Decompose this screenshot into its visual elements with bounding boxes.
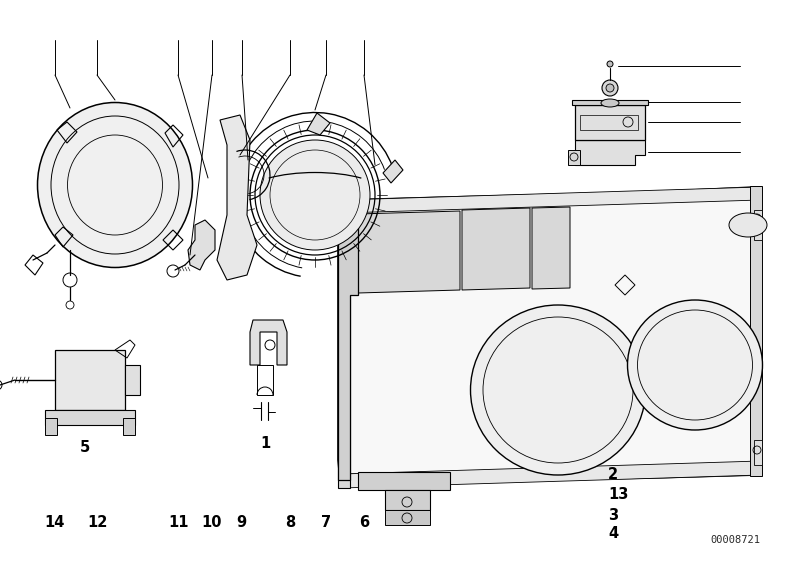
Text: 3: 3 [608, 508, 618, 523]
Polygon shape [342, 187, 760, 213]
Circle shape [260, 140, 370, 250]
Ellipse shape [627, 300, 762, 430]
Text: 7: 7 [322, 515, 331, 530]
Polygon shape [575, 105, 645, 140]
Polygon shape [123, 418, 135, 435]
Polygon shape [307, 113, 330, 135]
Text: 9: 9 [237, 515, 246, 530]
Circle shape [606, 84, 614, 92]
Polygon shape [383, 160, 403, 183]
Polygon shape [45, 418, 57, 435]
Polygon shape [188, 220, 215, 270]
Polygon shape [532, 207, 570, 289]
Text: 5: 5 [80, 441, 90, 455]
Ellipse shape [601, 99, 619, 107]
Polygon shape [754, 210, 762, 240]
Circle shape [607, 61, 613, 67]
Polygon shape [338, 200, 350, 488]
Polygon shape [338, 187, 762, 484]
Polygon shape [45, 410, 135, 425]
Ellipse shape [38, 102, 193, 267]
Text: 13: 13 [608, 488, 628, 502]
Polygon shape [125, 365, 140, 395]
Text: 8: 8 [286, 515, 295, 530]
Polygon shape [250, 320, 287, 365]
Text: 6: 6 [359, 515, 369, 530]
Polygon shape [462, 208, 530, 290]
Polygon shape [342, 461, 760, 488]
Polygon shape [575, 140, 645, 165]
Polygon shape [568, 150, 580, 165]
Text: 11: 11 [168, 515, 189, 530]
Text: 2: 2 [608, 467, 618, 482]
Text: 10: 10 [202, 515, 222, 530]
Polygon shape [358, 472, 450, 490]
Circle shape [602, 80, 618, 96]
Ellipse shape [729, 213, 767, 237]
Text: 1: 1 [260, 436, 270, 450]
Polygon shape [217, 115, 257, 280]
Polygon shape [358, 211, 460, 293]
Text: 12: 12 [87, 515, 108, 530]
Text: 00008721: 00008721 [710, 535, 760, 545]
Ellipse shape [470, 305, 646, 475]
Polygon shape [385, 510, 430, 525]
Polygon shape [338, 197, 358, 480]
Polygon shape [572, 100, 648, 105]
Polygon shape [750, 186, 762, 476]
Text: 4: 4 [608, 527, 618, 541]
Polygon shape [385, 490, 430, 510]
Polygon shape [754, 440, 762, 465]
Text: 14: 14 [44, 515, 65, 530]
Polygon shape [55, 350, 125, 410]
